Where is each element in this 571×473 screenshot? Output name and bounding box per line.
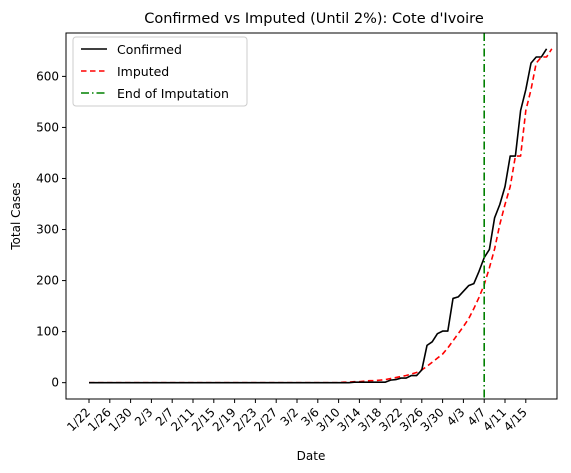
x-axis-label: Date (297, 449, 326, 463)
y-tick-label: 500 (36, 120, 59, 134)
y-axis: 0 100 200 300 400 500 600 (36, 69, 66, 390)
plot-area (89, 33, 553, 399)
y-tick-label: 200 (36, 274, 59, 288)
legend-label-end-of-imputation: End of Imputation (117, 86, 229, 101)
legend: Confirmed Imputed End of Imputation (72, 36, 248, 107)
legend-box (72, 36, 248, 107)
chart-title: Confirmed vs Imputed (Until 2%): Cote d'… (144, 11, 484, 27)
y-tick-label: 600 (36, 69, 59, 83)
series-line-confirmed (89, 48, 548, 384)
y-tick-label: 100 (36, 325, 59, 339)
y-tick-label: 400 (36, 171, 59, 185)
y-axis-label: Total Cases (9, 182, 23, 250)
legend-label-confirmed: Confirmed (117, 42, 182, 57)
y-tick-label: 300 (36, 223, 59, 237)
legend-label-imputed: Imputed (117, 64, 169, 79)
y-tick-label: 0 (51, 376, 59, 390)
plot-frame (65, 32, 558, 400)
